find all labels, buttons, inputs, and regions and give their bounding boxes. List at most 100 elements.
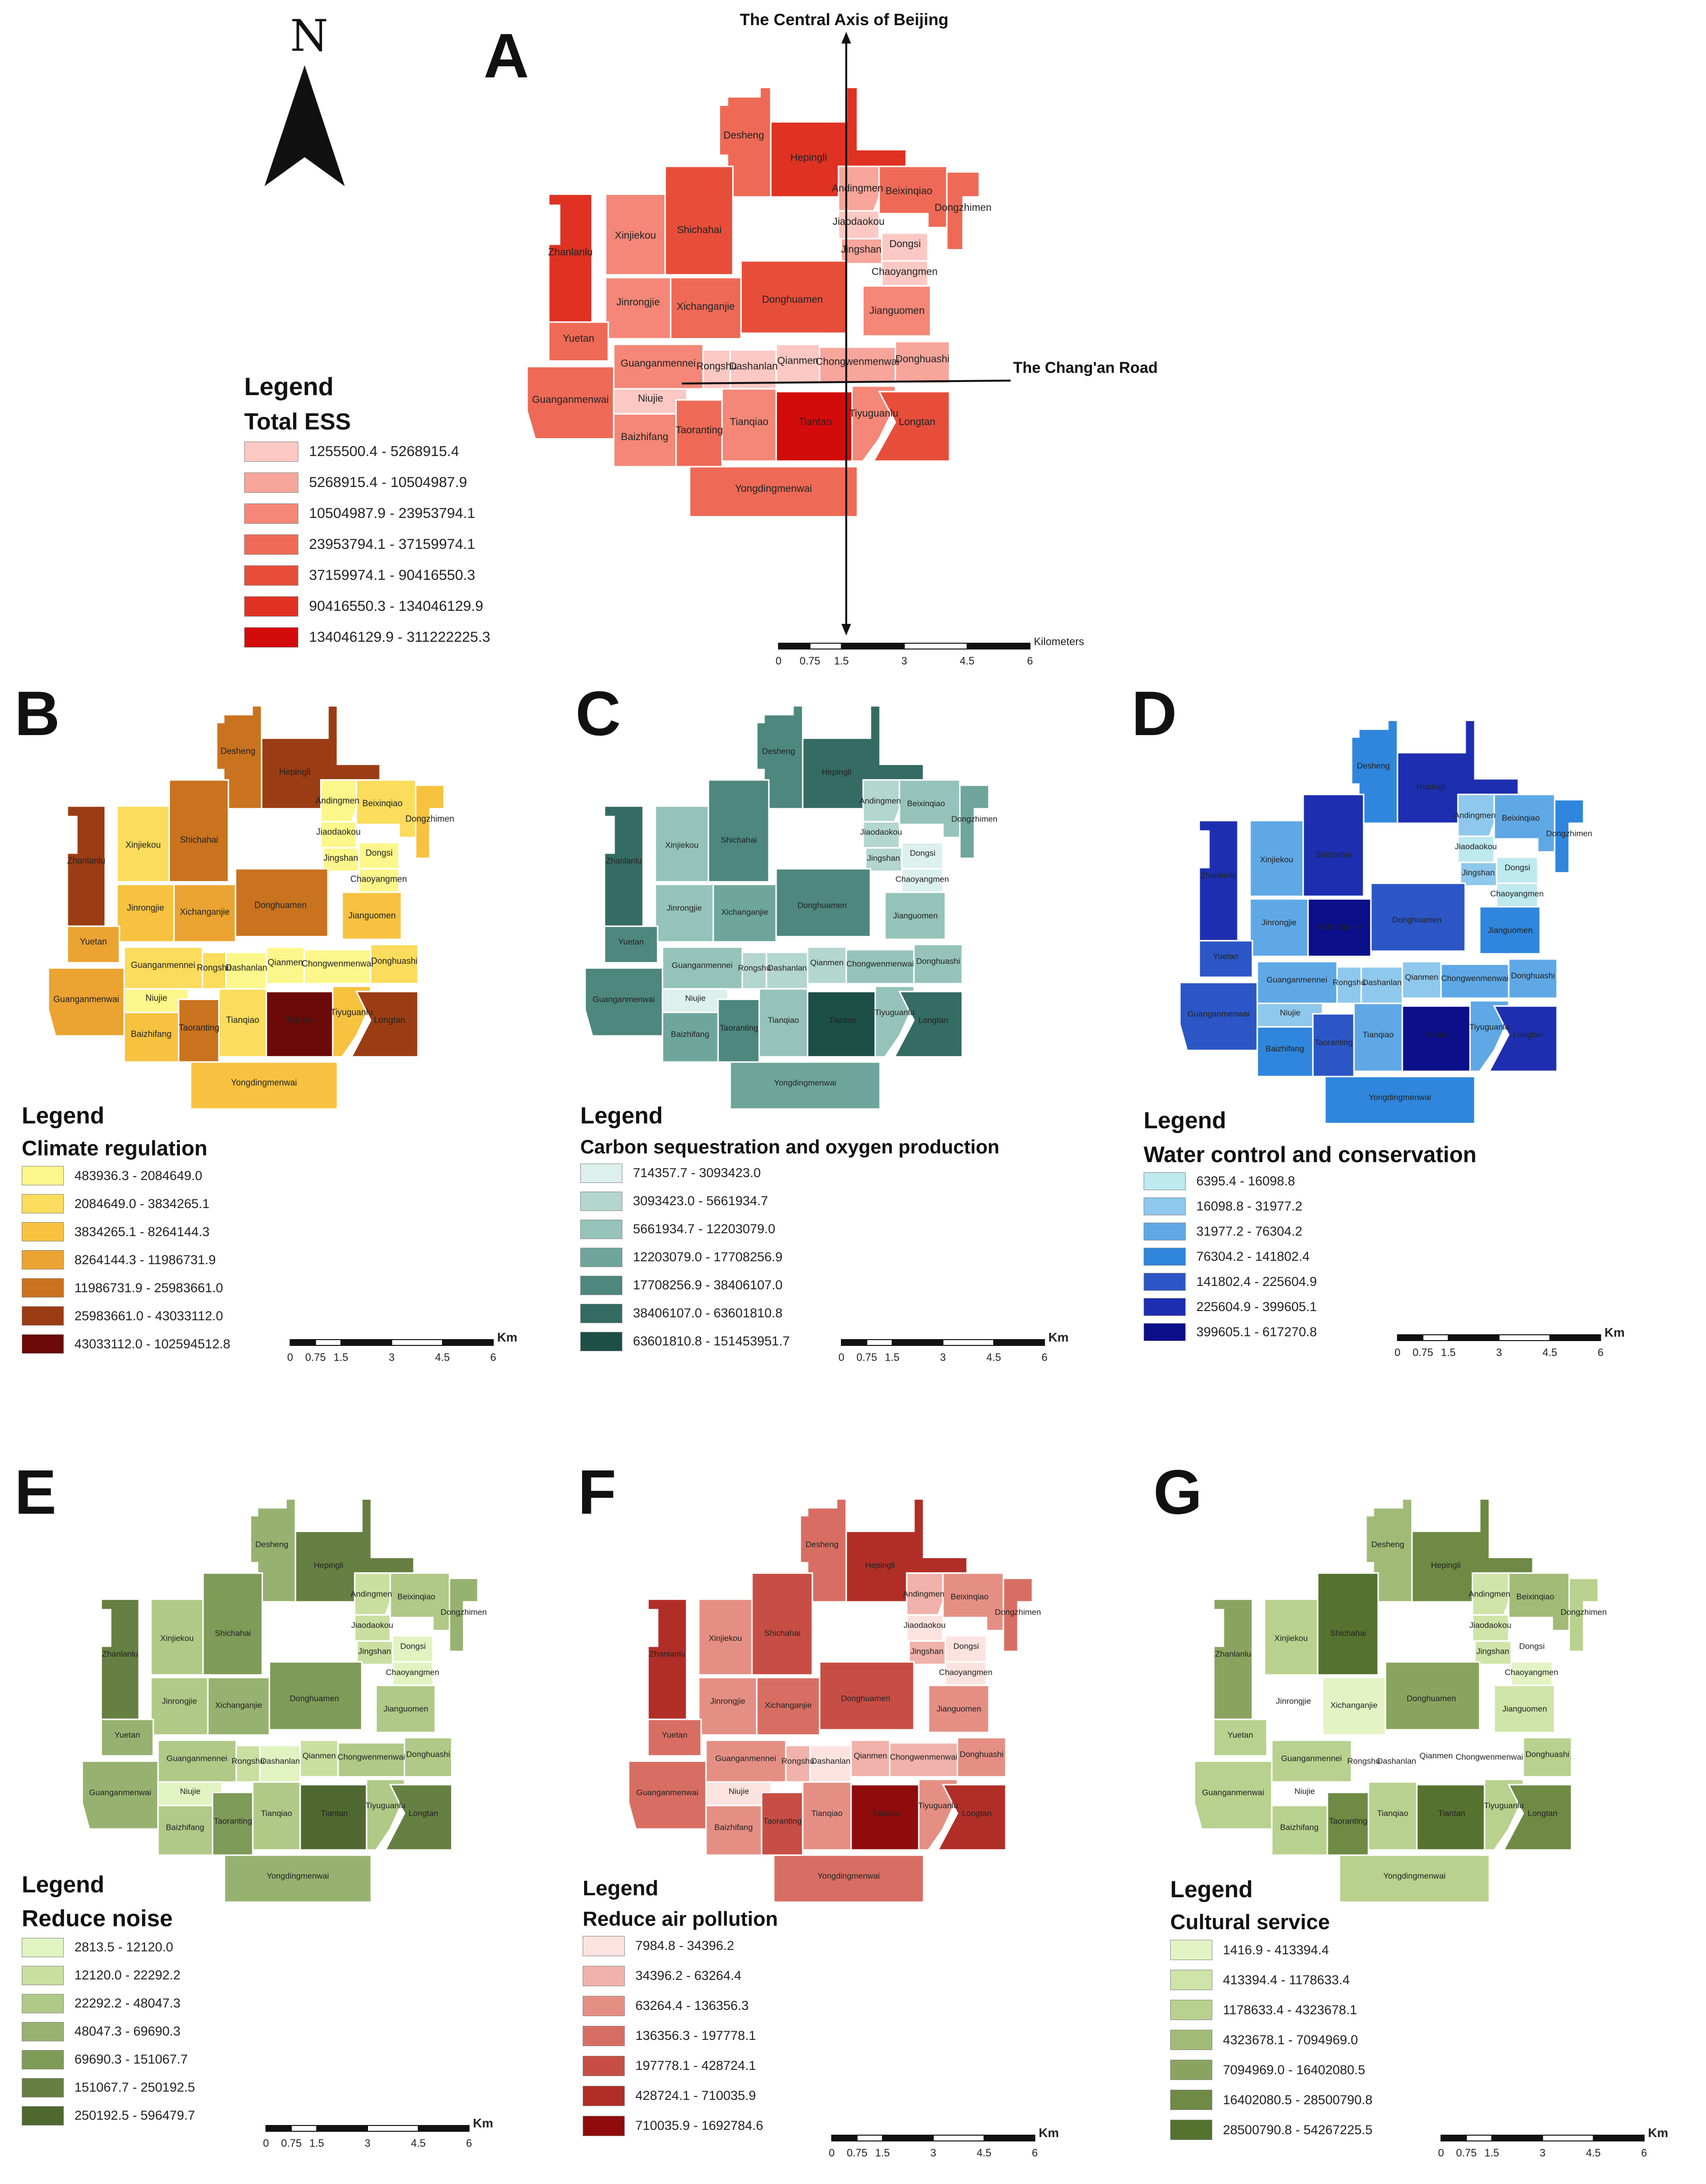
legend-subtitle: Reduce noise: [22, 1905, 173, 1932]
subdistrict-label: Beixinqiao: [397, 1592, 435, 1601]
subdistrict-label: Yongdingmenwai: [1383, 1872, 1446, 1881]
subdistrict-donghuamen: [819, 1661, 915, 1731]
subdistrict-label: Chongwenmenwai: [1456, 1752, 1523, 1761]
legend-item: 710035.9 - 1692784.6: [583, 2115, 763, 2136]
subdistrict-label: Longtan: [409, 1809, 438, 1818]
legend-swatch: [22, 1250, 64, 1270]
subdistrict-label: Chongwenmenwai: [890, 1752, 957, 1761]
subdistrict-label: Rongshu: [1347, 1756, 1380, 1766]
subdistrict-label: Beixinqiao: [1502, 813, 1540, 823]
legend-label: 141802.4 - 225604.9: [1196, 1274, 1317, 1289]
legend-item: 12203079.0 - 17708256.9: [580, 1247, 782, 1267]
subdistrict-label: Donghuamen: [254, 900, 307, 910]
subdistrict-label: Dashanlan: [1377, 1756, 1416, 1766]
subdistrict-label: Guanganmenwai: [53, 994, 119, 1004]
subdistrict-donghuamen: [775, 868, 871, 938]
subdistrict-label: Jiaodaokou: [1455, 842, 1497, 851]
subdistrict-label: Jianguomen: [1502, 1704, 1547, 1713]
subdistrict-hepingli: [1411, 1498, 1534, 1603]
legend-label: 4323678.1 - 7094969.0: [1223, 2032, 1358, 2047]
legend-item: 63601810.8 - 151453951.7: [580, 1331, 790, 1351]
subdistrict-label: Baizhifang: [166, 1823, 204, 1832]
subdistrict-label: Tiantan: [829, 1016, 856, 1025]
legend-item: 250192.5 - 596479.7: [22, 2106, 195, 2125]
legend-label: 5268915.4 - 10504987.9: [309, 474, 467, 490]
subdistrict-label: Tiantan: [286, 1015, 315, 1025]
legend-label: 12120.0 - 22292.2: [74, 1968, 181, 1983]
subdistrict-label: Andingmen: [832, 183, 883, 194]
subdistrict-guanganmenwai: [47, 967, 125, 1037]
subdistrict-label: Desheng: [255, 1540, 288, 1549]
subdistrict-label: Chaoyangmen: [386, 1668, 440, 1677]
subdistrict-jianguomen: [884, 891, 946, 940]
subdistrict-jinrongjie: [698, 1677, 758, 1736]
subdistrict-label: Donghuashi: [960, 1750, 1004, 1759]
legend-swatch: [244, 534, 298, 555]
legend-swatch: [22, 1306, 64, 1326]
subdistrict-label: Tianqiao: [1377, 1809, 1409, 1818]
subdistrict-label: Beixinqiao: [362, 798, 402, 808]
subdistrict-yongdingmenwai: [223, 1854, 372, 1903]
subdistrict-label: Shichahai: [1330, 1628, 1367, 1638]
subdistrict-label: Tiantan: [798, 416, 832, 428]
legend-swatch: [583, 1965, 625, 1986]
subdistrict-label: Hepingli: [790, 152, 827, 163]
subdistrict-label: Donghuashi: [1526, 1750, 1570, 1759]
legend-label: 5661934.7 - 12203079.0: [633, 1222, 776, 1237]
subdistrict-label: Yuetan: [1213, 952, 1239, 961]
subdistrict-label: Tiyuguanlu: [366, 1801, 406, 1810]
subdistrict-label: Qianmen: [1420, 1751, 1453, 1760]
subdistrict-label: Desheng: [1371, 1540, 1404, 1549]
subdistrict-label: Dongsi: [400, 1641, 426, 1651]
subdistrict-label: Niujie: [685, 994, 706, 1003]
subdistrict-dongzhimen: [1002, 1578, 1033, 1653]
subdistrict-longtan: [1488, 1005, 1558, 1072]
subdistrict-label: Andingmen: [1469, 1589, 1510, 1598]
subdistrict-donghuashi: [956, 1737, 1007, 1778]
subdistrict-donghuashi: [1522, 1737, 1573, 1778]
subdistrict-label: Xinjiekou: [1260, 855, 1294, 864]
legend-swatch: [580, 1247, 622, 1267]
legend-label: 90416550.3 - 134046129.9: [309, 598, 484, 614]
legend-item: 483936.3 - 2084649.0: [22, 1166, 202, 1186]
subdistrict-label: Yongdingmenwai: [818, 1872, 880, 1881]
legend-label: 16098.8 - 31977.2: [1196, 1199, 1303, 1213]
legend-item: 225604.9 - 399605.1: [1144, 1298, 1317, 1316]
subdistrict-label: Xichanganjie: [215, 1700, 262, 1710]
legend-item: 3093423.0 - 5661934.7: [580, 1191, 768, 1211]
subdistrict-tiyuguanlu: [366, 1778, 405, 1851]
subdistrict-label: Niujie: [1280, 1008, 1301, 1018]
subdistrict-label: Jianguomen: [869, 305, 925, 316]
subdistrict-shichahai: [664, 165, 734, 276]
subdistrict-beixinqiao: [898, 779, 961, 839]
legend-swatch: [580, 1331, 622, 1351]
subdistrict-zhanlanlu: [100, 1598, 140, 1720]
subdistrict-label: Taoranting: [1329, 1816, 1367, 1826]
legend-swatch: [244, 596, 298, 617]
subdistrict-tiyuguanlu: [918, 1778, 958, 1851]
legend-item: 134046129.9 - 311222225.3: [244, 627, 490, 648]
subdistrict-label: Longtan: [898, 416, 935, 428]
subdistrict-label: Jinrongjie: [1262, 918, 1297, 927]
subdistrict-label: Qianmen: [810, 958, 844, 967]
legend-item: 7094969.0 - 16402080.5: [1170, 2060, 1365, 2081]
subdistrict-beixinqiao: [355, 779, 416, 839]
subdistrict-label: Andingmen: [1454, 811, 1496, 820]
legend-item: 37159974.1 - 90416550.3: [244, 565, 475, 586]
subdistrict-beixinqiao: [389, 1572, 450, 1632]
subdistrict-label: Tiantan: [1424, 1030, 1451, 1039]
legend-label: 25983661.0 - 43033112.0: [74, 1308, 223, 1323]
subdistrict-label: Guanganmennei: [715, 1754, 776, 1763]
legend-label: 2813.5 - 12120.0: [74, 1940, 174, 1955]
legend-item: 12120.0 - 22292.2: [22, 1965, 181, 1985]
subdistrict-label: Xinjiekou: [1275, 1634, 1308, 1643]
subdistrict-tiyuguanlu: [1484, 1778, 1524, 1851]
legend-label: 48047.3 - 69690.3: [74, 2024, 181, 2039]
subdistrict-label: Chaoyangmen: [1490, 889, 1544, 898]
subdistrict-label: Tiyuguanlu: [849, 408, 898, 419]
subdistrict-label: Donghuamen: [797, 900, 847, 910]
legend-label: 250192.5 - 596479.7: [74, 2108, 195, 2123]
subdistrict-label: Jiaodaokou: [1470, 1621, 1512, 1630]
legend-label: 197778.1 - 428724.1: [635, 2058, 756, 2073]
